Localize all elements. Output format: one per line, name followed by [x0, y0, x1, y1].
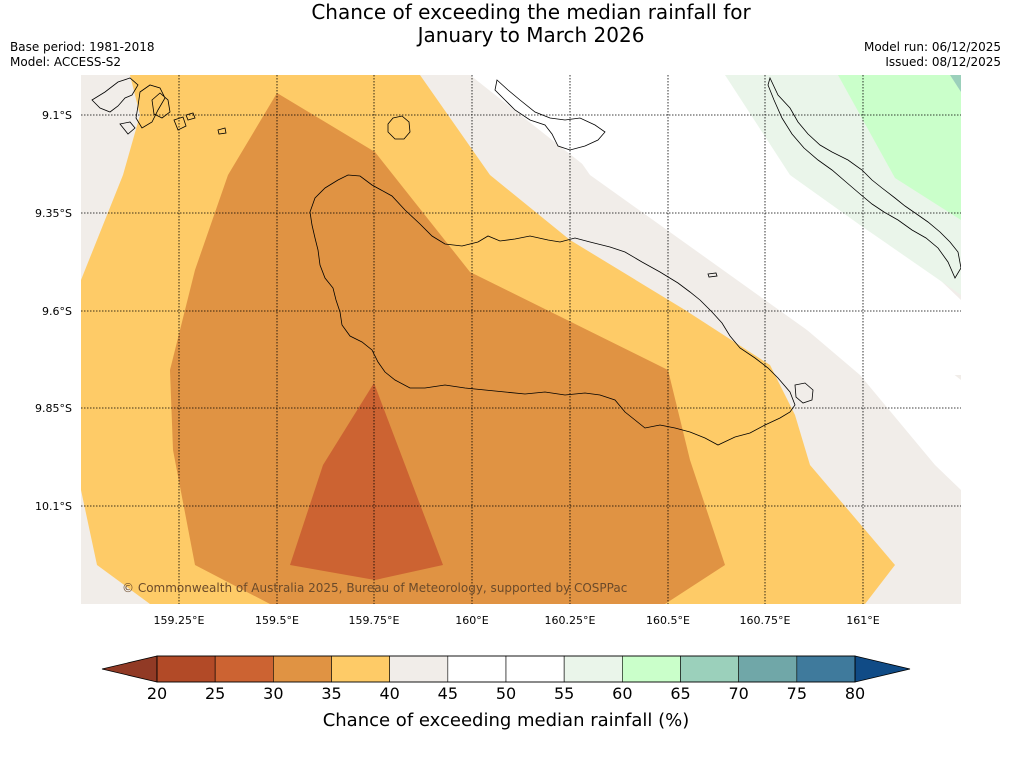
issued-date: Issued: 08/12/2025: [885, 55, 1001, 69]
map-title-line1: Chance of exceeding the median rainfall …: [311, 0, 751, 24]
probability-field: [81, 75, 961, 604]
colorbar-outline: [156, 655, 856, 683]
base-period: Base period: 1981-2018: [10, 40, 155, 54]
island-guadalcanal: [309, 174, 796, 446]
model-name: Model: ACCESS-S2: [10, 55, 122, 69]
colorbar-tick-label: 50: [496, 684, 516, 703]
lon-label: 161°E: [846, 614, 879, 627]
coastlines: [91, 76, 961, 446]
colorbar-tick-label: 55: [554, 684, 574, 703]
islets-southeast: [794, 382, 814, 404]
lat-label: 9.1°S: [42, 109, 72, 122]
copyright-notice: © Commonwealth of Australia 2025, Bureau…: [122, 581, 627, 595]
colorbar-cell: [563, 655, 623, 683]
colorbar-tick-label: 70: [728, 684, 748, 703]
islands-northwest: [91, 77, 227, 135]
meta-right: Model run: 06/12/2025 Issued: 08/12/2025: [864, 40, 1001, 70]
colorbar-cells: [156, 655, 856, 683]
island-east: [767, 76, 961, 279]
gridlines: [81, 75, 961, 604]
region-25-30: [290, 383, 443, 580]
region-55-60: [725, 75, 961, 295]
colorbar-tick-label: 20: [147, 684, 167, 703]
lon-label: 159.75°E: [349, 614, 400, 627]
region-60-65: [838, 75, 961, 220]
lon-label: 159.25°E: [154, 614, 205, 627]
colorbar-cell: [796, 655, 856, 683]
lon-label: 160.25°E: [545, 614, 596, 627]
island-tiny-east: [707, 272, 718, 278]
colorbar-cell: [273, 655, 332, 683]
lat-label: 10.1°S: [35, 500, 72, 513]
colorbar-cell: [622, 655, 681, 683]
lon-label: 160.5°E: [646, 614, 690, 627]
lon-label: 160.75°E: [740, 614, 791, 627]
colorbar-tick-label: 25: [205, 684, 225, 703]
colorbar-cell: [680, 655, 739, 683]
colorbar-tick-label: 80: [845, 684, 865, 703]
colorbar-title: Chance of exceeding median rainfall (%): [323, 710, 690, 731]
colorbar-cell: [389, 655, 449, 683]
colorbar-cell: [505, 655, 565, 683]
model-run: Model run: 06/12/2025: [863, 40, 1001, 54]
lat-label: 9.85°S: [35, 402, 72, 415]
region-65-70: [950, 75, 961, 92]
colorbar-tick-label: 65: [670, 684, 690, 703]
colorbar-cell: [331, 655, 390, 683]
colorbar-tick-label: 35: [321, 684, 341, 703]
lat-label: 9.35°S: [35, 207, 72, 220]
region-30-35: [170, 93, 725, 604]
colorbar-low-extension: [101, 655, 158, 683]
colorbar-tick-label: 45: [438, 684, 458, 703]
map-title-line2: January to March 2026: [417, 23, 645, 47]
colorbar: 20 25 30 35 40 45 50 55 60 65 70 75 80 Chance of exc…: [101, 655, 911, 731]
colorbar-tick-label: 60: [612, 684, 632, 703]
latitude-labels: 9.1°S 9.35°S 9.6°S 9.85°S 10.1°S: [35, 109, 72, 513]
meta-left: Base period: 1981-2018 Model: ACCESS-S2: [10, 40, 155, 70]
island-small-north: [387, 115, 411, 140]
colorbar-high-extension: [854, 655, 911, 683]
colorbar-cell: [447, 655, 507, 683]
colorbar-tick-label: 40: [379, 684, 399, 703]
colorbar-tick-label: 30: [263, 684, 283, 703]
colorbar-cell: [738, 655, 798, 683]
lon-label: 159.5°E: [255, 614, 299, 627]
colorbar-ticks: 20 25 30 35 40 45 50 55 60 65 70 75 80: [147, 684, 865, 703]
colorbar-cell: [156, 655, 216, 683]
colorbar-cell: [214, 655, 274, 683]
lon-label: 160°E: [455, 614, 488, 627]
islands-north-central: [494, 79, 606, 151]
lat-label: 9.6°S: [42, 305, 72, 318]
colorbar-tick-label: 75: [787, 684, 807, 703]
longitude-labels: 159.25°E 159.5°E 159.75°E 160°E 160.25°E…: [154, 614, 880, 627]
